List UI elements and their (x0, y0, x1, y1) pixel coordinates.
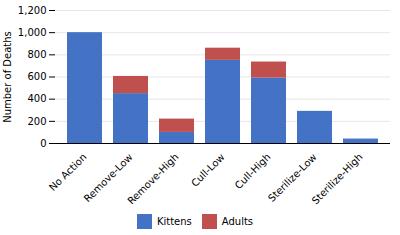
svg-text:Sterilize-Low: Sterilize-Low (265, 151, 319, 204)
svg-text:Cull-High: Cull-High (233, 151, 273, 191)
svg-text:200: 200 (27, 116, 46, 127)
html-text:Kittens: Kittens (156, 216, 192, 227)
svg-text:1,000: 1,000 (18, 27, 47, 38)
svg-text:Cull-Low: Cull-Low (189, 151, 227, 189)
svg-text:0: 0 (40, 138, 46, 149)
svg-text:600: 600 (27, 71, 46, 82)
svg-text:Number of Deaths: Number of Deaths (2, 31, 13, 123)
svg-text:400: 400 (27, 93, 46, 104)
html-text:Adults: Adults (221, 216, 254, 227)
svg-text:1,200: 1,200 (18, 5, 47, 16)
svg-text:No Action: No Action (47, 151, 89, 193)
svg-text:Remove-Low: Remove-Low (81, 151, 135, 205)
svg-text:800: 800 (27, 49, 46, 60)
svg-text:Remove-High: Remove-High (125, 151, 180, 205)
svg-text:Sterilize-High: Sterilize-High (310, 151, 365, 205)
